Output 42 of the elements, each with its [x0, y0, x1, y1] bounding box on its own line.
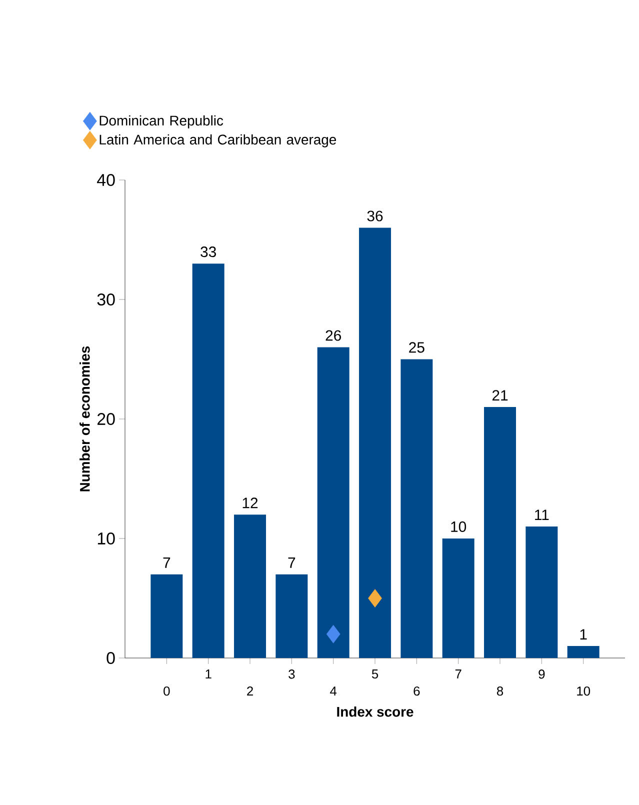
x-tick-label: 4 [330, 686, 337, 696]
bar [400, 359, 433, 658]
x-tick-label: 3 [288, 670, 295, 679]
x-tick-label: 7 [455, 670, 462, 678]
x-tick-label: 1 [206, 670, 212, 678]
data-label: 36 [367, 210, 383, 222]
x-tick-label: 0 [164, 686, 170, 696]
data-label: 21 [492, 390, 508, 401]
y-tick-label: 10 [98, 532, 115, 544]
bar [317, 347, 350, 658]
data-label: 1 [580, 629, 587, 640]
legend-label: Latin America and Caribbean average [100, 134, 336, 148]
x-tick-label: 5 [372, 670, 378, 679]
bar [442, 538, 474, 658]
x-tick-label: 8 [496, 686, 504, 696]
x-tick-label: 9 [538, 670, 545, 679]
bar [150, 574, 183, 658]
data-label: 10 [451, 521, 466, 532]
data-label: 12 [242, 498, 258, 508]
bar [567, 646, 600, 658]
x-tick-label: 2 [247, 686, 253, 696]
bar [526, 526, 558, 658]
bar [234, 514, 266, 658]
data-label: 11 [535, 510, 549, 520]
y-tick-label: 0 [106, 652, 115, 664]
data-label: 25 [409, 342, 424, 353]
bar [276, 574, 308, 658]
y-tick-label: 30 [97, 294, 115, 306]
bar [359, 228, 392, 658]
y-tick-label: 40 [97, 174, 115, 186]
data-label: 33 [200, 246, 216, 258]
y-axis-title: Number of economies [80, 346, 90, 492]
x-tick-label: 6 [414, 686, 420, 696]
data-label: 7 [288, 558, 296, 568]
data-label: 26 [326, 330, 341, 341]
bar [192, 264, 224, 658]
x-axis-title: Index score [337, 706, 414, 717]
data-label: 7 [163, 558, 170, 568]
y-tick-label: 20 [98, 413, 115, 425]
legend-label: Dominican Republic [100, 115, 224, 128]
bar [484, 407, 516, 658]
x-tick-label: 10 [577, 686, 590, 696]
